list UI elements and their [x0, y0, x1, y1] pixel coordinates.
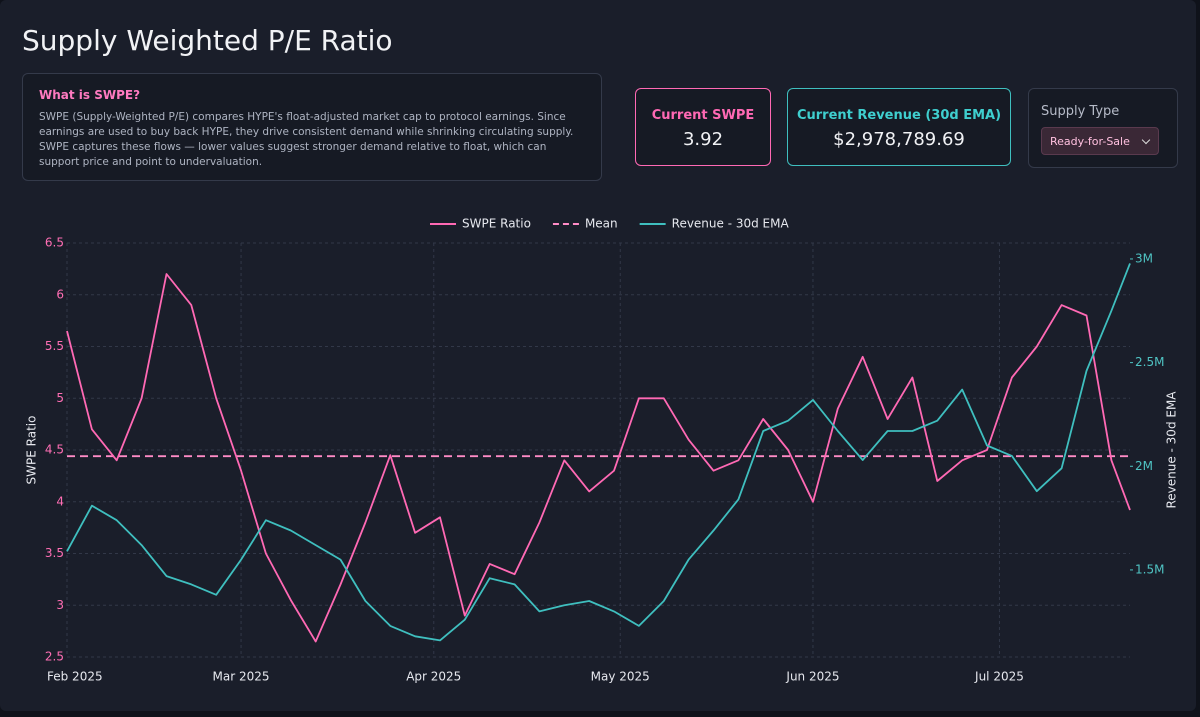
supply-type: Supply Type Ready-for-Sale	[1028, 88, 1178, 168]
legend-label: SWPE Ratio	[462, 217, 531, 231]
stat-label: Current Revenue (30d EMA)	[796, 108, 1002, 123]
info-text: SWPE (Supply-Weighted P/E) compares HYPE…	[39, 111, 574, 168]
stat-card: Current SWPE 3.92	[635, 88, 771, 166]
chart: 2.5 3 3.5 4 4.5 5 5.5 6 6.5 Feb 2025 Mar 2025 Apr 2…	[25, 217, 1179, 684]
y-tick-label: 4	[56, 494, 64, 508]
series-line	[66, 263, 1131, 642]
x-tick-label: Jun 2025	[785, 670, 839, 684]
info-title: What is SWPE?	[39, 88, 141, 102]
y-tick-label: 6	[56, 287, 64, 301]
y-tick-label: 5.5	[45, 339, 64, 353]
y2-axis-title: Revenue - 30d EMA	[1165, 391, 1179, 509]
y-tick-label: 4.5	[45, 443, 64, 457]
series-line	[66, 273, 1131, 643]
x-tick-label: Apr 2025	[406, 670, 461, 684]
legend-label: Revenue - 30d EMA	[672, 217, 790, 231]
y-axis-title: SWPE Ratio	[25, 416, 39, 485]
y2-tick-label: 2M	[1135, 459, 1153, 473]
y2-tick-label: 3M	[1135, 251, 1153, 265]
stat-card: Current Revenue (30d EMA) $2,978,789.69	[787, 88, 1011, 166]
page-title: Supply Weighted P/E Ratio	[22, 24, 393, 57]
stat-value: 3.92	[682, 129, 724, 150]
legend-label: Mean	[585, 217, 618, 231]
x-tick-label: Mar 2025	[213, 670, 270, 684]
y-tick-label: 3.5	[45, 546, 64, 560]
y2-tick-label: 2.5M	[1135, 355, 1164, 369]
stat-label: Current SWPE	[651, 108, 755, 123]
y-tick-label: 5	[56, 391, 64, 405]
y-tick-label: 6.5	[45, 236, 64, 250]
supply-dropdown[interactable]: Ready-for-Sale	[1041, 127, 1159, 155]
x-tick-label: Feb 2025	[47, 670, 103, 684]
info-card: What is SWPE? SWPE (Supply-Weighted P/E)…	[22, 73, 602, 181]
y-tick-label: 3	[56, 598, 64, 612]
y2-tick-label: 1.5M	[1135, 562, 1164, 576]
x-tick-label: May 2025	[591, 670, 650, 684]
y-tick-label: 2.5	[45, 650, 64, 664]
stat-value: $2,978,789.69	[833, 129, 965, 150]
x-tick-label: Jul 2025	[974, 670, 1024, 684]
supply-label: Supply Type	[1041, 104, 1120, 119]
